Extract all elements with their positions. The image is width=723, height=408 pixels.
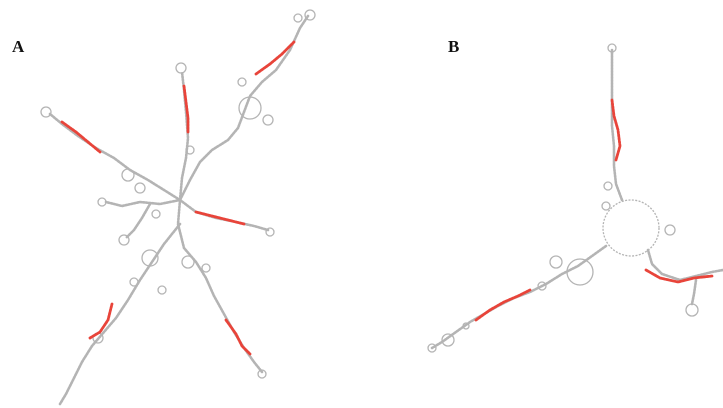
panel-a-arm-bottom-left (58, 222, 182, 406)
panel-a-loop (237, 77, 247, 87)
panel-b-loop (685, 303, 699, 317)
panel-a-highlight (224, 318, 252, 356)
panel-b-loop (603, 181, 613, 191)
panel-a-loop (185, 145, 195, 155)
panel-b-loop (549, 255, 563, 269)
panel-a-highlight (88, 302, 114, 340)
panel-b-arm-right (646, 248, 723, 282)
panel-a-loop (175, 62, 187, 74)
panel-b-highlight (644, 268, 714, 284)
panel-a-loop (40, 106, 52, 118)
panel-b-arm-right-sub (690, 278, 698, 306)
panel-a-highlight (254, 40, 296, 76)
panel-a-loop (118, 234, 130, 246)
panel-a-arm-right (178, 198, 270, 232)
panel-b-loop (664, 224, 676, 236)
panel-a-loop (262, 114, 274, 126)
panel-a-loop (151, 209, 161, 219)
panel-a-loop (141, 249, 159, 267)
panel-a-structure (40, 9, 316, 406)
panel-a-arm-left (104, 198, 182, 208)
panel-b-highlight (474, 288, 532, 322)
panel-b-central-loop (602, 199, 660, 257)
panel-a-highlight (182, 84, 190, 134)
panel-a-loop (265, 227, 275, 237)
panel-a-loop (238, 96, 262, 120)
panel-a-arm-top-right (178, 14, 310, 202)
panel-a-loop (121, 168, 135, 182)
panel-a-loop (157, 285, 167, 295)
panel-a-loop (293, 13, 303, 23)
panel-b-label: B (448, 37, 459, 56)
panel-a-arm-upper-left (48, 112, 182, 202)
panel-a-arm-left-sub (124, 202, 152, 240)
panel-b-highlight (610, 98, 622, 162)
panel-a-loop (129, 277, 139, 287)
panel-a-loop (257, 369, 267, 379)
panel-a-highlight (60, 120, 102, 154)
panel-b-loop (607, 43, 617, 53)
panel-b-loop (462, 322, 470, 330)
panel-a-loop (201, 263, 211, 273)
panel-b-arm-top (610, 48, 624, 202)
panel-a-highlight (194, 210, 246, 226)
panel-a-loop (304, 9, 316, 21)
panel-a-loop (134, 182, 146, 194)
panel-b-loop (601, 201, 611, 211)
panel-a-loop (181, 255, 195, 269)
panel-a-label: A (12, 37, 25, 56)
panel-b-loop (427, 343, 437, 353)
panel-a-loop (97, 197, 107, 207)
panel-b-loop (537, 281, 547, 291)
panel-b-structure (427, 43, 723, 353)
panel-b-loop (441, 333, 455, 347)
panel-b-loop (566, 258, 594, 286)
